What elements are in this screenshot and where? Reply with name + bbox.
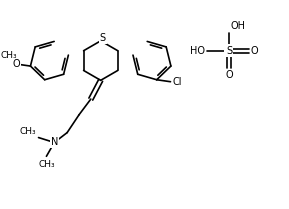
Text: CH₃: CH₃ bbox=[38, 160, 55, 169]
Text: O: O bbox=[225, 70, 233, 80]
Text: Cl: Cl bbox=[173, 77, 182, 87]
Text: S: S bbox=[100, 33, 106, 43]
Text: N: N bbox=[51, 138, 58, 148]
Text: HO: HO bbox=[190, 46, 205, 56]
Text: OH: OH bbox=[231, 21, 246, 31]
Text: CH₃: CH₃ bbox=[20, 127, 36, 136]
Text: S: S bbox=[226, 46, 232, 56]
Text: O: O bbox=[251, 46, 258, 56]
Text: CH₃: CH₃ bbox=[1, 51, 17, 60]
Text: O: O bbox=[13, 59, 21, 69]
